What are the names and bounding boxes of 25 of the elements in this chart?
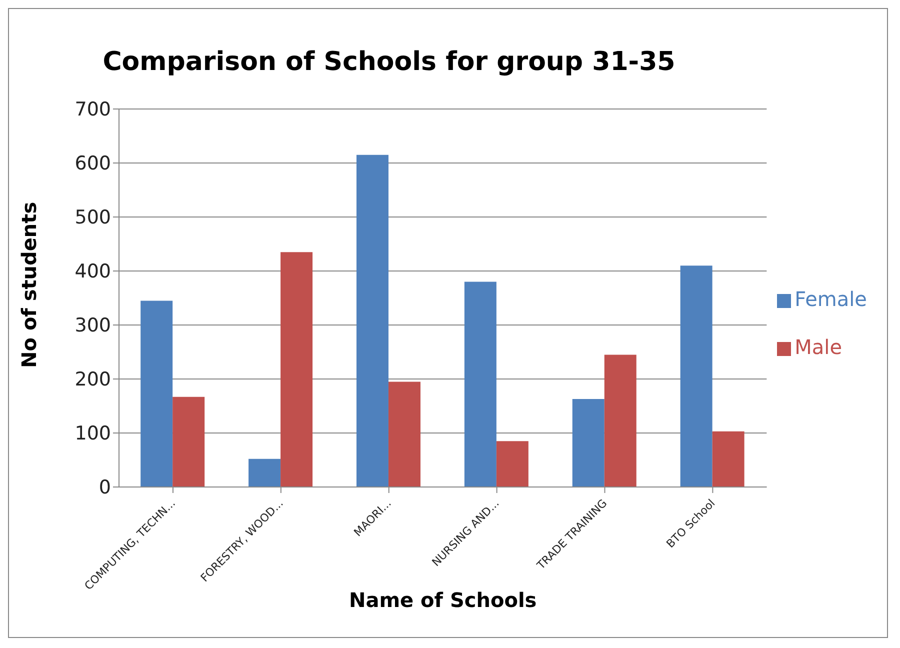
bar xyxy=(356,154,388,487)
y-tick-label: 400 xyxy=(74,260,111,283)
chart-title: Comparison of Schools for group 31-35 xyxy=(102,47,676,77)
y-tick-label: 700 xyxy=(74,98,111,121)
y-tick-label: 0 xyxy=(98,476,111,499)
bar xyxy=(388,382,420,487)
bar xyxy=(280,252,313,487)
x-axis-title: Name of Schools xyxy=(348,588,537,612)
legend-label: Female xyxy=(794,287,867,311)
bar xyxy=(712,431,744,487)
bar xyxy=(172,396,205,487)
bar xyxy=(140,300,173,487)
y-tick-label: 200 xyxy=(74,368,111,391)
bar xyxy=(248,458,281,487)
bar xyxy=(572,398,604,487)
bar xyxy=(496,441,528,487)
legend-label: Male xyxy=(794,335,842,359)
bar xyxy=(680,266,712,487)
y-axis-title: No of students xyxy=(17,202,42,368)
y-tick-label: 100 xyxy=(74,422,111,445)
y-tick-label: 500 xyxy=(74,206,111,229)
y-tick-label: 600 xyxy=(74,152,111,175)
bar xyxy=(604,354,636,487)
bar xyxy=(464,282,496,487)
y-tick-label: 300 xyxy=(74,314,111,337)
